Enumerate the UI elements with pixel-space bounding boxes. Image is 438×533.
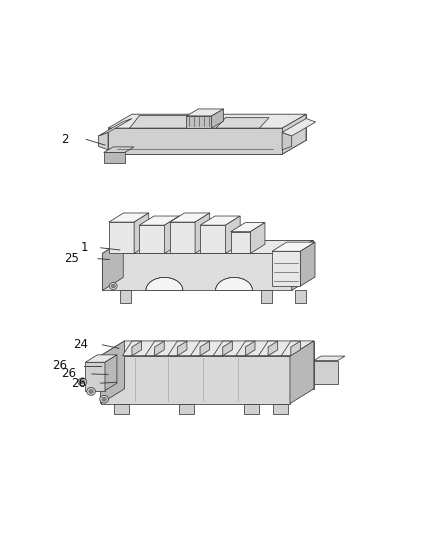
Polygon shape xyxy=(226,216,240,254)
Polygon shape xyxy=(104,147,134,152)
Polygon shape xyxy=(102,240,123,290)
Polygon shape xyxy=(109,222,134,254)
Polygon shape xyxy=(177,341,187,356)
Polygon shape xyxy=(200,225,226,254)
Polygon shape xyxy=(120,290,131,303)
Polygon shape xyxy=(109,213,149,222)
Polygon shape xyxy=(186,109,223,116)
Polygon shape xyxy=(85,362,105,391)
Polygon shape xyxy=(124,341,314,389)
Polygon shape xyxy=(300,242,315,286)
Polygon shape xyxy=(108,114,306,128)
Polygon shape xyxy=(132,114,306,140)
Text: 1: 1 xyxy=(81,241,88,254)
Polygon shape xyxy=(200,341,210,356)
Ellipse shape xyxy=(110,282,117,289)
Polygon shape xyxy=(101,341,314,356)
Polygon shape xyxy=(104,152,124,163)
Polygon shape xyxy=(281,341,300,356)
Polygon shape xyxy=(108,128,282,154)
Polygon shape xyxy=(231,232,251,254)
Polygon shape xyxy=(258,341,278,356)
Text: 26: 26 xyxy=(61,367,76,381)
Polygon shape xyxy=(290,341,314,403)
Polygon shape xyxy=(130,116,196,128)
Polygon shape xyxy=(231,223,265,232)
Polygon shape xyxy=(170,222,195,254)
Polygon shape xyxy=(291,341,300,356)
Polygon shape xyxy=(268,341,278,356)
Polygon shape xyxy=(108,140,306,154)
Ellipse shape xyxy=(78,378,87,386)
Polygon shape xyxy=(179,403,194,415)
Polygon shape xyxy=(244,403,259,415)
Polygon shape xyxy=(165,216,179,254)
Polygon shape xyxy=(168,341,187,356)
Ellipse shape xyxy=(87,387,95,395)
Text: 2: 2 xyxy=(61,133,69,146)
Polygon shape xyxy=(186,116,212,128)
Polygon shape xyxy=(191,341,210,356)
Polygon shape xyxy=(155,341,164,356)
Polygon shape xyxy=(261,290,272,303)
Ellipse shape xyxy=(100,395,109,403)
Polygon shape xyxy=(99,133,108,150)
Polygon shape xyxy=(223,341,232,356)
Polygon shape xyxy=(105,355,117,391)
Polygon shape xyxy=(272,242,315,251)
Ellipse shape xyxy=(111,284,115,288)
Polygon shape xyxy=(146,277,183,290)
Polygon shape xyxy=(102,254,292,290)
Polygon shape xyxy=(170,213,210,222)
Polygon shape xyxy=(145,341,164,356)
Polygon shape xyxy=(200,216,240,225)
Polygon shape xyxy=(114,403,129,415)
Ellipse shape xyxy=(102,397,106,401)
Polygon shape xyxy=(134,213,149,254)
Polygon shape xyxy=(282,133,292,150)
Polygon shape xyxy=(132,341,141,356)
Polygon shape xyxy=(139,216,179,225)
Polygon shape xyxy=(212,109,223,128)
Text: 25: 25 xyxy=(64,252,79,265)
Polygon shape xyxy=(195,213,210,254)
Polygon shape xyxy=(123,240,313,277)
Polygon shape xyxy=(282,114,306,154)
Ellipse shape xyxy=(80,380,85,384)
Polygon shape xyxy=(236,341,255,356)
Polygon shape xyxy=(292,240,313,290)
Polygon shape xyxy=(245,341,255,356)
Polygon shape xyxy=(272,251,300,286)
Polygon shape xyxy=(101,341,124,403)
Polygon shape xyxy=(314,360,338,384)
Polygon shape xyxy=(282,118,316,136)
Polygon shape xyxy=(102,240,313,254)
Polygon shape xyxy=(216,118,269,128)
Polygon shape xyxy=(101,356,290,403)
Text: 24: 24 xyxy=(74,338,88,351)
Text: 26: 26 xyxy=(71,377,86,390)
Ellipse shape xyxy=(89,390,93,393)
Polygon shape xyxy=(99,118,132,136)
Polygon shape xyxy=(85,355,117,362)
Polygon shape xyxy=(314,356,345,360)
Polygon shape xyxy=(215,277,253,290)
Text: 26: 26 xyxy=(53,359,67,372)
Polygon shape xyxy=(122,341,141,356)
Polygon shape xyxy=(251,223,265,254)
Polygon shape xyxy=(139,225,165,254)
Polygon shape xyxy=(272,403,288,415)
Polygon shape xyxy=(213,341,232,356)
Polygon shape xyxy=(295,290,306,303)
